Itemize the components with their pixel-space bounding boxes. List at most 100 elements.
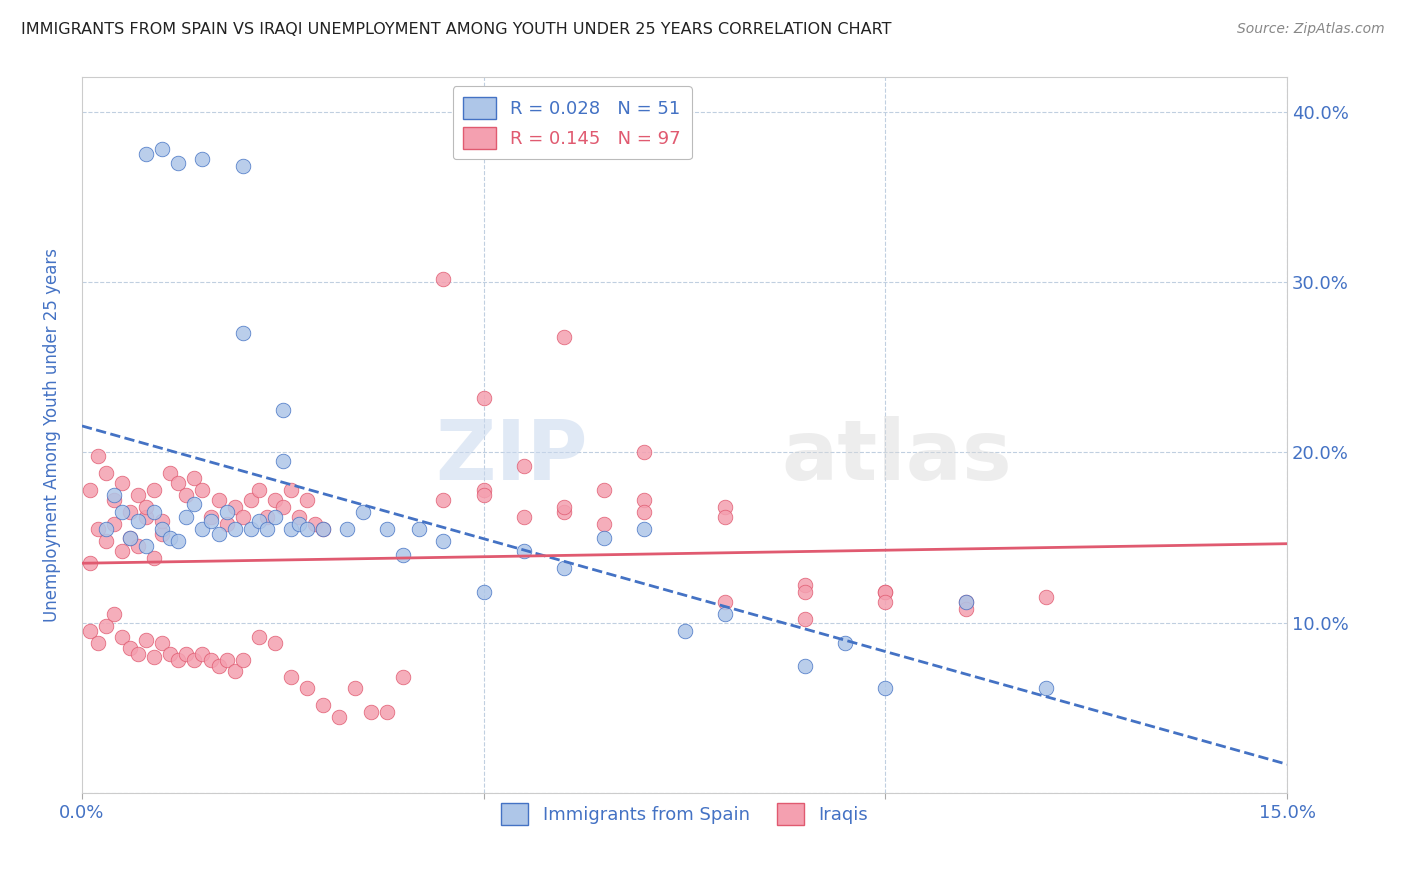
Point — [352, 505, 374, 519]
Point — [143, 505, 166, 519]
Point — [103, 516, 125, 531]
Point — [794, 658, 817, 673]
Point — [593, 531, 616, 545]
Point — [143, 551, 166, 566]
Point — [295, 522, 318, 536]
Point — [135, 500, 157, 514]
Point — [247, 630, 270, 644]
Point — [87, 636, 110, 650]
Point — [794, 585, 817, 599]
Point — [111, 476, 134, 491]
Point — [87, 522, 110, 536]
Point — [87, 449, 110, 463]
Point — [271, 402, 294, 417]
Point — [472, 585, 495, 599]
Point — [127, 539, 149, 553]
Point — [553, 500, 575, 514]
Point — [834, 636, 856, 650]
Point — [312, 522, 335, 536]
Point — [200, 653, 222, 667]
Point — [207, 658, 229, 673]
Point — [392, 670, 415, 684]
Text: atlas: atlas — [780, 417, 1012, 498]
Point — [633, 505, 655, 519]
Point — [167, 476, 190, 491]
Point — [633, 493, 655, 508]
Point — [103, 493, 125, 508]
Point — [360, 705, 382, 719]
Point — [224, 522, 246, 536]
Point — [232, 510, 254, 524]
Point — [513, 544, 536, 558]
Point — [183, 497, 205, 511]
Point — [200, 510, 222, 524]
Legend: Immigrants from Spain, Iraqis: Immigrants from Spain, Iraqis — [492, 795, 877, 834]
Point — [79, 624, 101, 639]
Point — [120, 531, 142, 545]
Point — [103, 607, 125, 622]
Point — [392, 548, 415, 562]
Point — [875, 595, 897, 609]
Point — [167, 155, 190, 169]
Point — [432, 534, 454, 549]
Point — [159, 531, 181, 545]
Point — [167, 534, 190, 549]
Point — [713, 500, 735, 514]
Point — [312, 522, 335, 536]
Point — [794, 612, 817, 626]
Point — [183, 653, 205, 667]
Point — [191, 522, 214, 536]
Point — [280, 483, 302, 497]
Point — [150, 142, 173, 156]
Point — [215, 653, 238, 667]
Point — [263, 510, 285, 524]
Point — [375, 522, 398, 536]
Point — [143, 483, 166, 497]
Point — [271, 454, 294, 468]
Point — [312, 698, 335, 712]
Point — [120, 531, 142, 545]
Point — [239, 522, 262, 536]
Point — [200, 514, 222, 528]
Point — [263, 636, 285, 650]
Point — [127, 647, 149, 661]
Point — [239, 493, 262, 508]
Point — [167, 653, 190, 667]
Point — [432, 271, 454, 285]
Point — [111, 505, 134, 519]
Point — [713, 607, 735, 622]
Point — [408, 522, 430, 536]
Point — [673, 624, 696, 639]
Point — [135, 632, 157, 647]
Point — [94, 619, 117, 633]
Point — [955, 602, 977, 616]
Point — [713, 595, 735, 609]
Point — [176, 510, 198, 524]
Point — [150, 514, 173, 528]
Text: ZIP: ZIP — [436, 417, 588, 498]
Point — [224, 664, 246, 678]
Point — [247, 514, 270, 528]
Point — [256, 522, 278, 536]
Point — [135, 539, 157, 553]
Point — [247, 483, 270, 497]
Point — [713, 510, 735, 524]
Point — [328, 709, 350, 723]
Point — [553, 505, 575, 519]
Point — [215, 516, 238, 531]
Point — [232, 653, 254, 667]
Point — [593, 483, 616, 497]
Y-axis label: Unemployment Among Youth under 25 years: Unemployment Among Youth under 25 years — [44, 248, 60, 623]
Point — [263, 493, 285, 508]
Point — [513, 459, 536, 474]
Point — [1035, 591, 1057, 605]
Point — [120, 641, 142, 656]
Point — [103, 488, 125, 502]
Point — [295, 493, 318, 508]
Point — [432, 493, 454, 508]
Point — [215, 505, 238, 519]
Point — [207, 493, 229, 508]
Point — [875, 681, 897, 695]
Point — [135, 147, 157, 161]
Point — [875, 585, 897, 599]
